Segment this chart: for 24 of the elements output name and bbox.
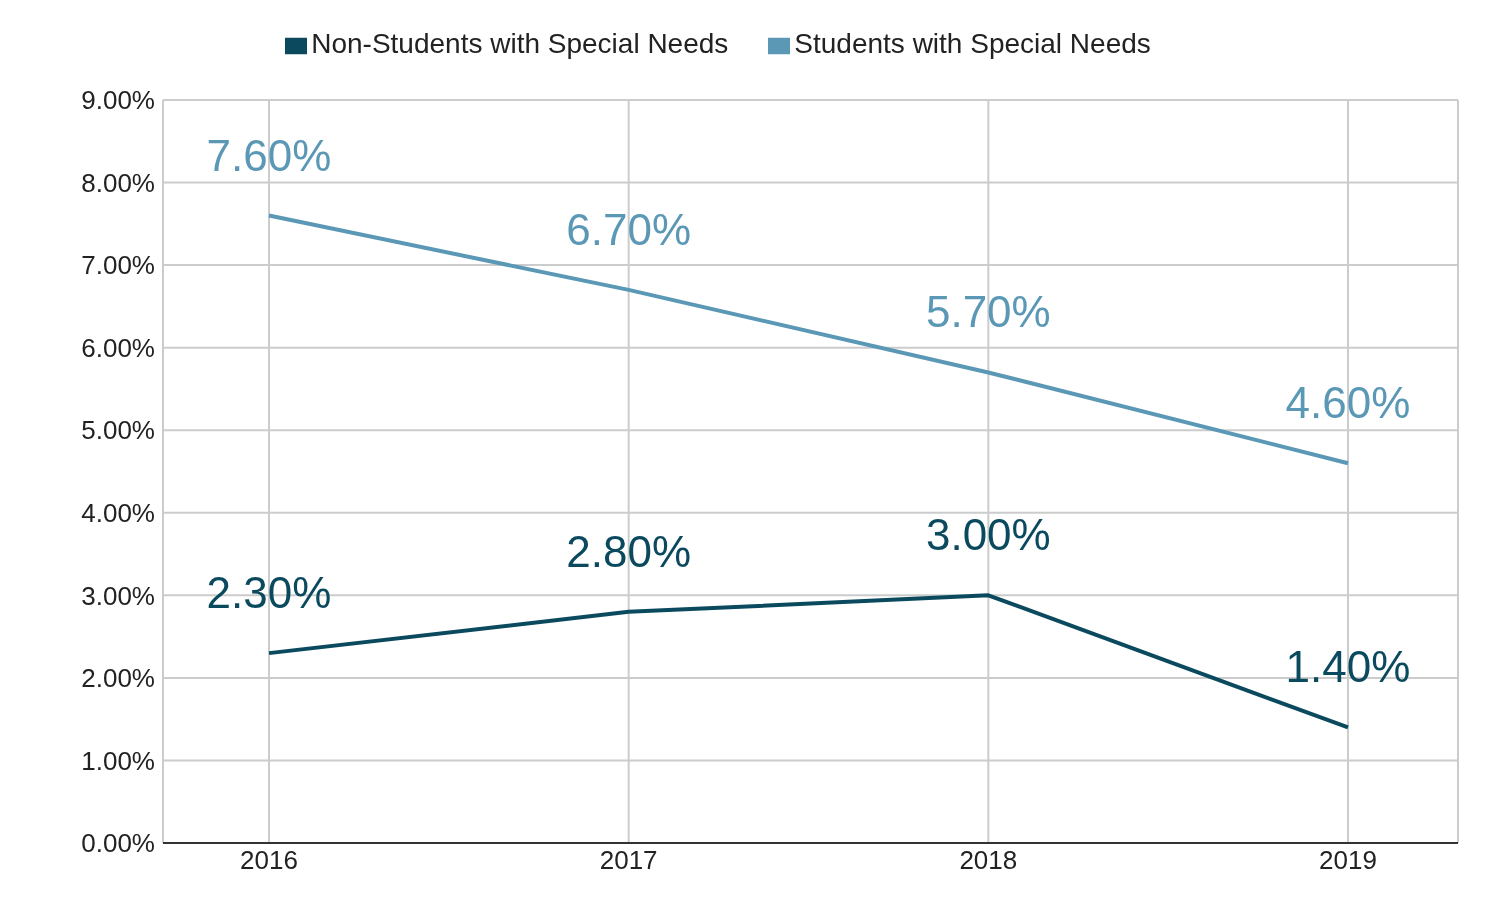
y-tick-label: 4.00% — [81, 498, 155, 529]
y-tick-label: 8.00% — [81, 167, 155, 198]
y-tick-label: 2.00% — [81, 663, 155, 694]
legend-label: Non-Students with Special Needs — [311, 28, 729, 59]
y-tick-label: 1.00% — [81, 745, 155, 776]
data-label: 1.40% — [1285, 642, 1411, 692]
data-label: 2.30% — [206, 568, 332, 618]
data-label: 2.80% — [566, 526, 692, 576]
data-label: 3.00% — [925, 510, 1051, 560]
data-label: 6.70% — [566, 204, 692, 254]
x-tick-label: 2019 — [1319, 845, 1377, 876]
x-tick-label: 2018 — [959, 845, 1018, 876]
y-tick-label: 7.00% — [81, 250, 155, 281]
data-label: 4.60% — [1285, 378, 1411, 428]
y-tick-label: 3.00% — [81, 580, 155, 611]
legend-label: Students with Special Needs — [794, 28, 1151, 59]
y-tick-label: 6.00% — [81, 332, 155, 363]
data-label: 5.70% — [925, 287, 1051, 337]
y-tick-label: 9.00% — [81, 85, 155, 116]
x-tick-label: 2016 — [240, 845, 298, 876]
data-label: 7.60% — [206, 130, 332, 180]
x-tick-label: 2017 — [599, 845, 658, 876]
y-tick-label: 0.00% — [81, 828, 155, 859]
y-tick-label: 5.00% — [81, 415, 155, 446]
